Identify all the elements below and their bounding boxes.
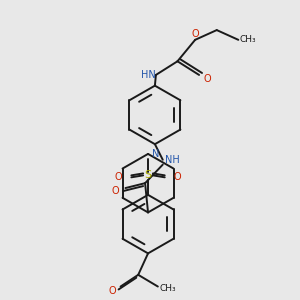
- Text: CH₃: CH₃: [159, 284, 176, 293]
- Text: O: O: [191, 29, 199, 39]
- Text: N: N: [152, 149, 160, 159]
- Text: S: S: [145, 170, 152, 180]
- Text: O: O: [174, 172, 181, 182]
- Text: NH: NH: [165, 155, 180, 165]
- Text: O: O: [109, 286, 116, 296]
- Text: O: O: [203, 74, 211, 84]
- Text: HN: HN: [141, 70, 155, 80]
- Text: O: O: [115, 172, 122, 182]
- Text: CH₃: CH₃: [240, 35, 256, 44]
- Text: O: O: [112, 186, 119, 196]
